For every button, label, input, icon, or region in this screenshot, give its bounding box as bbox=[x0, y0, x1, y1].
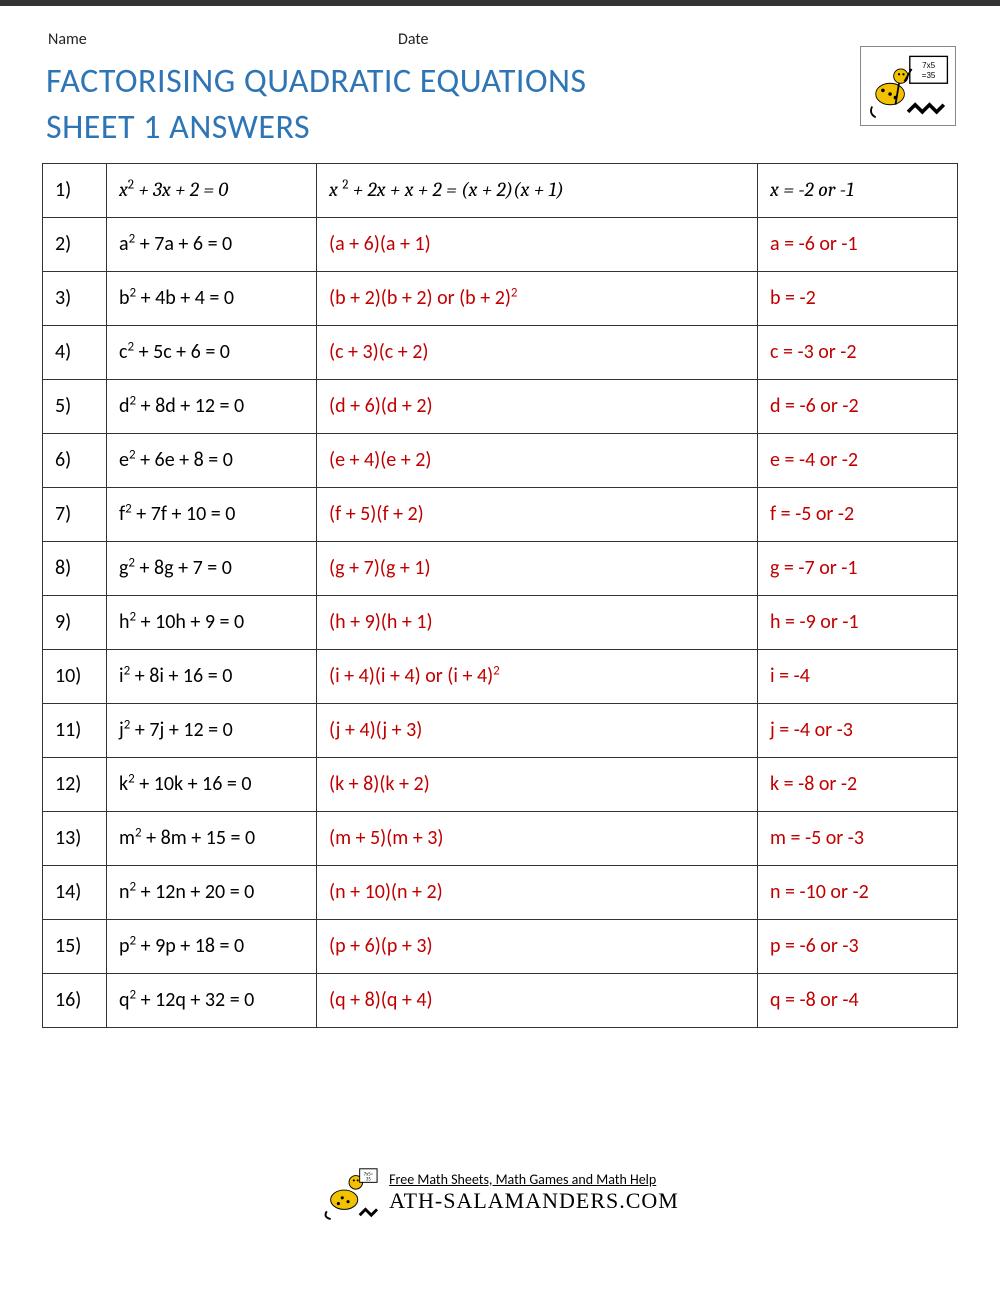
row-number: 2) bbox=[43, 217, 107, 271]
row-number: 3) bbox=[43, 271, 107, 325]
row-number: 15) bbox=[43, 919, 107, 973]
equation-cell: c2 + 5c + 6 = 0 bbox=[107, 325, 317, 379]
row-number: 16) bbox=[43, 973, 107, 1027]
answer-cell: m = -5 or -3 bbox=[758, 811, 958, 865]
table-row: 16)q2 + 12q + 32 = 0(q + 8)(q + 4)q = -8… bbox=[43, 973, 958, 1027]
answer-cell: p = -6 or -3 bbox=[758, 919, 958, 973]
title-line-2: SHEET 1 ANSWERS bbox=[46, 107, 310, 148]
table-row: 4)c2 + 5c + 6 = 0(c + 3)(c + 2)c = -3 or… bbox=[43, 325, 958, 379]
answer-cell: n = -10 or -2 bbox=[758, 865, 958, 919]
answer-cell: b = -2 bbox=[758, 271, 958, 325]
row-number: 9) bbox=[43, 595, 107, 649]
equation-cell: e2 + 6e + 8 = 0 bbox=[107, 433, 317, 487]
factorisation-cell: x 2 + 2x + x + 2 = (x + 2)(x + 1) bbox=[317, 163, 758, 217]
page-title: FACTORISING QUADRATIC EQUATIONS SHEET 1 … bbox=[46, 59, 958, 151]
equation-cell: a2 + 7a + 6 = 0 bbox=[107, 217, 317, 271]
equation-cell: g2 + 8g + 7 = 0 bbox=[107, 541, 317, 595]
svg-text:35: 35 bbox=[366, 1176, 371, 1182]
factorisation-cell: (p + 6)(p + 3) bbox=[317, 919, 758, 973]
factorisation-cell: (a + 6)(a + 1) bbox=[317, 217, 758, 271]
factorisation-cell: (m + 5)(m + 3) bbox=[317, 811, 758, 865]
factorisation-cell: (d + 6)(d + 2) bbox=[317, 379, 758, 433]
equation-cell: m2 + 8m + 15 = 0 bbox=[107, 811, 317, 865]
row-number: 1) bbox=[43, 163, 107, 217]
factorisation-cell: (c + 3)(c + 2) bbox=[317, 325, 758, 379]
row-number: 5) bbox=[43, 379, 107, 433]
table-row: 11)j2 + 7j + 12 = 0(j + 4)(j + 3)j = -4 … bbox=[43, 703, 958, 757]
brand-logo-top: 7x5 =35 bbox=[860, 46, 956, 126]
svg-text:=35: =35 bbox=[922, 71, 936, 80]
svg-text:7x5: 7x5 bbox=[922, 61, 935, 70]
row-number: 12) bbox=[43, 757, 107, 811]
answer-cell: c = -3 or -2 bbox=[758, 325, 958, 379]
factorisation-cell: (h + 9)(h + 1) bbox=[317, 595, 758, 649]
factorisation-cell: (q + 8)(q + 4) bbox=[317, 973, 758, 1027]
factorisation-cell: (k + 8)(k + 2) bbox=[317, 757, 758, 811]
row-number: 8) bbox=[43, 541, 107, 595]
factorisation-cell: (g + 7)(g + 1) bbox=[317, 541, 758, 595]
factorisation-cell: (j + 4)(j + 3) bbox=[317, 703, 758, 757]
answer-cell: j = -4 or -3 bbox=[758, 703, 958, 757]
row-number: 13) bbox=[43, 811, 107, 865]
equation-cell: d2 + 8d + 12 = 0 bbox=[107, 379, 317, 433]
salamander-icon: 7x5= 35 bbox=[321, 1163, 379, 1221]
footer-brand: ATH-SALAMANDERS.COM bbox=[389, 1188, 679, 1214]
row-number: 6) bbox=[43, 433, 107, 487]
row-number: 14) bbox=[43, 865, 107, 919]
footer: 7x5= 35 Free Math Sheets, Math Games and… bbox=[0, 1163, 1000, 1226]
equation-cell: f2 + 7f + 10 = 0 bbox=[107, 487, 317, 541]
table-row: 15)p2 + 9p + 18 = 0(p + 6)(p + 3)p = -6 … bbox=[43, 919, 958, 973]
table-row: 2)a2 + 7a + 6 = 0(a + 6)(a + 1)a = -6 or… bbox=[43, 217, 958, 271]
table-row: 6)e2 + 6e + 8 = 0(e + 4)(e + 2)e = -4 or… bbox=[43, 433, 958, 487]
table-row: 10)i2 + 8i + 16 = 0(i + 4)(i + 4) or (i … bbox=[43, 649, 958, 703]
equation-cell: x2 + 3x + 2 = 0 bbox=[107, 163, 317, 217]
table-row: 12)k2 + 10k + 16 = 0(k + 8)(k + 2)k = -8… bbox=[43, 757, 958, 811]
answer-cell: d = -6 or -2 bbox=[758, 379, 958, 433]
answer-cell: g = -7 or -1 bbox=[758, 541, 958, 595]
factorisation-cell: (b + 2)(b + 2) or (b + 2)2 bbox=[317, 271, 758, 325]
equation-cell: q2 + 12q + 32 = 0 bbox=[107, 973, 317, 1027]
table-row: 1)x2 + 3x + 2 = 0x 2 + 2x + x + 2 = (x +… bbox=[43, 163, 958, 217]
table-row: 7)f2 + 7f + 10 = 0(f + 5)(f + 2)f = -5 o… bbox=[43, 487, 958, 541]
answer-cell: e = -4 or -2 bbox=[758, 433, 958, 487]
worksheet-page: Name Date 7x5 =35 FACTORISING QUADRATIC … bbox=[0, 6, 1000, 1028]
answer-cell: x = -2 or -1 bbox=[758, 163, 958, 217]
answer-cell: a = -6 or -1 bbox=[758, 217, 958, 271]
answer-cell: h = -9 or -1 bbox=[758, 595, 958, 649]
equation-cell: b2 + 4b + 4 = 0 bbox=[107, 271, 317, 325]
factorisation-cell: (e + 4)(e + 2) bbox=[317, 433, 758, 487]
row-number: 10) bbox=[43, 649, 107, 703]
factorisation-cell: (i + 4)(i + 4) or (i + 4)2 bbox=[317, 649, 758, 703]
title-line-1: FACTORISING QUADRATIC EQUATIONS bbox=[46, 61, 587, 102]
factorisation-cell: (f + 5)(f + 2) bbox=[317, 487, 758, 541]
date-label: Date bbox=[398, 30, 429, 49]
table-row: 14)n2 + 12n + 20 = 0(n + 10)(n + 2)n = -… bbox=[43, 865, 958, 919]
factorisation-cell: (n + 10)(n + 2) bbox=[317, 865, 758, 919]
table-row: 3)b2 + 4b + 4 = 0(b + 2)(b + 2) or (b + … bbox=[43, 271, 958, 325]
table-row: 9)h2 + 10h + 9 = 0(h + 9)(h + 1)h = -9 o… bbox=[43, 595, 958, 649]
header-labels: Name Date bbox=[42, 24, 958, 49]
name-label: Name bbox=[48, 30, 398, 49]
equation-cell: k2 + 10k + 16 = 0 bbox=[107, 757, 317, 811]
row-number: 7) bbox=[43, 487, 107, 541]
table-row: 8)g2 + 8g + 7 = 0(g + 7)(g + 1)g = -7 or… bbox=[43, 541, 958, 595]
equation-cell: h2 + 10h + 9 = 0 bbox=[107, 595, 317, 649]
equation-cell: p2 + 9p + 18 = 0 bbox=[107, 919, 317, 973]
equation-cell: i2 + 8i + 16 = 0 bbox=[107, 649, 317, 703]
table-row: 13)m2 + 8m + 15 = 0(m + 5)(m + 3)m = -5 … bbox=[43, 811, 958, 865]
footer-tagline: Free Math Sheets, Math Games and Math He… bbox=[389, 1171, 679, 1188]
equation-cell: j2 + 7j + 12 = 0 bbox=[107, 703, 317, 757]
answer-cell: i = -4 bbox=[758, 649, 958, 703]
answer-cell: f = -5 or -2 bbox=[758, 487, 958, 541]
row-number: 4) bbox=[43, 325, 107, 379]
answers-table: 1)x2 + 3x + 2 = 0x 2 + 2x + x + 2 = (x +… bbox=[42, 163, 958, 1028]
answer-cell: q = -8 or -4 bbox=[758, 973, 958, 1027]
equation-cell: n2 + 12n + 20 = 0 bbox=[107, 865, 317, 919]
table-row: 5)d2 + 8d + 12 = 0(d + 6)(d + 2)d = -6 o… bbox=[43, 379, 958, 433]
answer-cell: k = -8 or -2 bbox=[758, 757, 958, 811]
row-number: 11) bbox=[43, 703, 107, 757]
